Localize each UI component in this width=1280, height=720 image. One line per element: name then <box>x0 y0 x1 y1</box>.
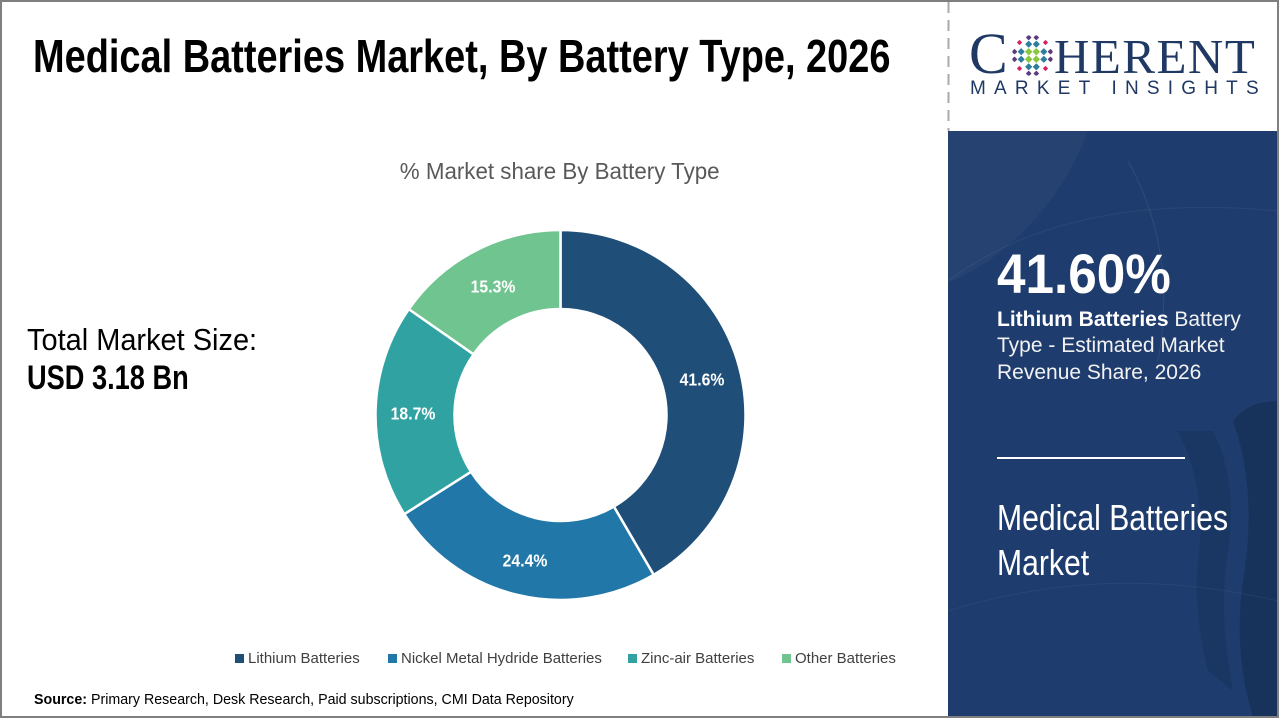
svg-text:HERENT: HERENT <box>1054 29 1256 84</box>
svg-text:MARKET INSIGHTS: MARKET INSIGHTS <box>970 78 1267 99</box>
svg-text:C: C <box>969 21 1008 86</box>
